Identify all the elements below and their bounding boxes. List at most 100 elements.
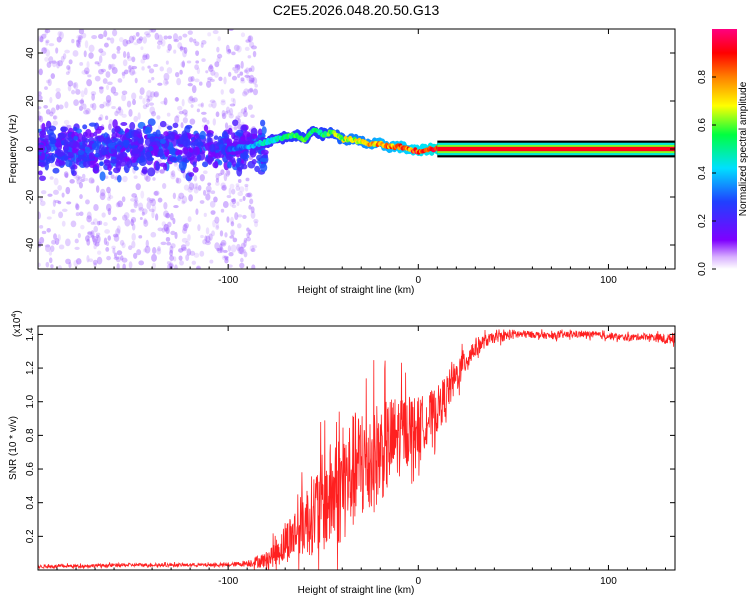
noise-point	[131, 193, 138, 198]
noise-point	[246, 75, 252, 82]
noise-point	[80, 90, 85, 98]
noise-point	[150, 198, 157, 207]
noise-point	[247, 55, 252, 59]
band-point	[175, 150, 183, 156]
noise-point	[153, 91, 160, 98]
noise-point	[104, 229, 110, 234]
noise-point	[253, 218, 259, 224]
band-point	[229, 156, 236, 163]
chart-title: C2E5.2026.048.20.50.G13	[273, 2, 440, 18]
noise-point	[225, 44, 230, 52]
noise-point	[203, 212, 207, 217]
noise-point	[160, 38, 166, 47]
noise-point	[59, 31, 64, 40]
noise-point	[234, 212, 239, 220]
noise-point	[108, 63, 112, 71]
noise-point	[209, 64, 213, 70]
band-point	[259, 157, 268, 163]
noise-point	[174, 264, 178, 269]
noise-point	[169, 212, 174, 221]
band-point	[171, 157, 177, 162]
noise-point	[150, 91, 156, 98]
noise-point	[236, 243, 241, 251]
noise-point	[124, 218, 131, 227]
noise-point	[108, 195, 114, 200]
noise-point	[145, 94, 150, 101]
noise-point	[190, 76, 195, 82]
noise-point	[180, 61, 186, 68]
noise-point	[132, 35, 137, 41]
spectrogram-ticks: -100 0 100 -40 -20 0 20 40	[25, 29, 675, 286]
noise-point	[96, 220, 101, 226]
band-point	[227, 161, 232, 168]
noise-point	[154, 32, 160, 40]
x-tick-label: -100	[218, 275, 238, 286]
noise-point	[249, 87, 254, 93]
noise-point	[126, 55, 133, 62]
noise-point	[146, 201, 151, 210]
noise-point	[228, 187, 232, 196]
noise-point	[100, 51, 107, 56]
noise-point	[217, 247, 224, 252]
noise-point	[140, 190, 145, 199]
noise-point	[221, 255, 227, 261]
noise-point	[109, 64, 114, 69]
noise-point	[116, 263, 120, 269]
band-point	[149, 136, 155, 142]
noise-point	[105, 241, 110, 246]
band-point	[116, 145, 121, 153]
noise-point	[228, 252, 234, 257]
band-point	[99, 171, 106, 182]
noise-point	[95, 185, 100, 193]
noise-point	[235, 64, 241, 70]
noise-point	[45, 244, 51, 253]
noise-point	[247, 104, 253, 110]
noise-point	[56, 60, 60, 69]
colorbar-gradient	[712, 29, 737, 269]
noise-point	[205, 70, 209, 74]
noise-point	[226, 216, 230, 223]
noise-point	[90, 103, 94, 109]
noise-point	[237, 214, 243, 218]
band-point	[64, 159, 73, 168]
noise-point	[133, 252, 138, 259]
noise-point	[222, 200, 229, 209]
noise-point	[83, 50, 87, 58]
noise-point	[50, 163, 57, 168]
noise-point	[216, 57, 221, 63]
noise-point	[143, 219, 149, 227]
noise-point	[85, 70, 89, 75]
noise-point	[166, 48, 171, 54]
noise-point	[243, 88, 250, 95]
noise-point	[98, 116, 102, 121]
noise-point	[100, 188, 106, 197]
noise-point	[55, 91, 62, 100]
band-point	[242, 151, 247, 160]
noise-point	[88, 258, 94, 263]
noise-point	[228, 113, 234, 119]
noise-point	[231, 188, 236, 195]
noise-point	[38, 106, 42, 110]
band-point	[236, 157, 242, 164]
noise-point	[192, 183, 198, 190]
noise-point	[250, 65, 255, 73]
noise-point	[195, 265, 202, 269]
noise-point	[219, 246, 224, 254]
noise-point	[242, 91, 248, 97]
noise-point	[211, 100, 217, 109]
noise-point	[220, 100, 226, 106]
noise-point	[150, 29, 157, 33]
band-point	[128, 128, 134, 139]
noise-point	[124, 69, 129, 75]
band-point	[209, 143, 216, 153]
noise-point	[90, 221, 95, 225]
noise-point	[106, 186, 111, 194]
band-point	[185, 138, 191, 149]
noise-point	[221, 109, 226, 117]
noise-point	[177, 105, 183, 111]
noise-point	[206, 119, 210, 125]
noise-point	[150, 231, 157, 238]
noise-point	[205, 235, 211, 244]
snr-y-scale-base: (x10	[12, 317, 23, 337]
noise-point	[173, 162, 178, 167]
